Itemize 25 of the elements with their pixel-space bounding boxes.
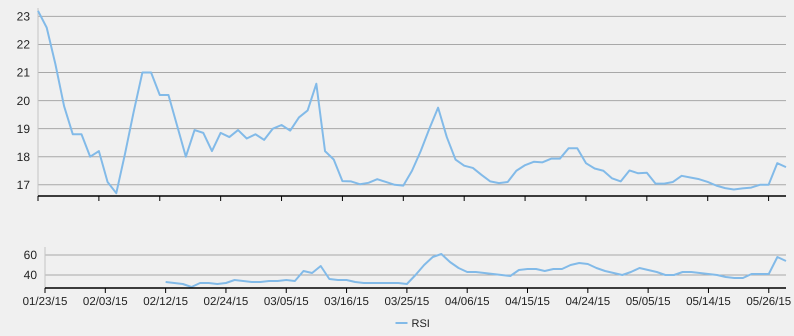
line-series [164, 253, 787, 288]
y-tick-label: 40 [24, 268, 38, 282]
x-tick-label: 05/05/15 [626, 296, 671, 308]
x-tick-label: 03/25/15 [384, 296, 430, 308]
y-tick-label: 21 [16, 66, 30, 80]
line-series [37, 10, 787, 194]
y-tick-label: 17 [16, 178, 30, 192]
y-tick-label: 60 [24, 248, 38, 262]
x-tick-label: 01/23/15 [22, 296, 68, 308]
y-tick-label: 23 [16, 10, 30, 24]
x-tick-label: 05/26/15 [746, 296, 792, 308]
x-tick-label: 03/16/15 [324, 296, 369, 308]
x-tick-label: 02/12/15 [143, 296, 188, 308]
x-tick-label: 02/24/15 [204, 296, 248, 308]
x-tick-label: 04/15/15 [505, 296, 550, 308]
y-tick-label: 18 [16, 150, 30, 164]
y-tick-label: 20 [16, 94, 30, 108]
x-tick-label: 05/14/15 [686, 296, 731, 308]
y-tick-label: 22 [16, 38, 30, 52]
x-tick-label: 04/24/15 [565, 296, 610, 308]
x-tick-label: 04/06/15 [444, 296, 490, 308]
y-tick-label: 19 [16, 122, 30, 136]
x-tick-label: 03/05/15 [264, 296, 309, 308]
legend-label: RSI [412, 318, 430, 330]
x-tick-label: 02/03/15 [82, 296, 128, 308]
